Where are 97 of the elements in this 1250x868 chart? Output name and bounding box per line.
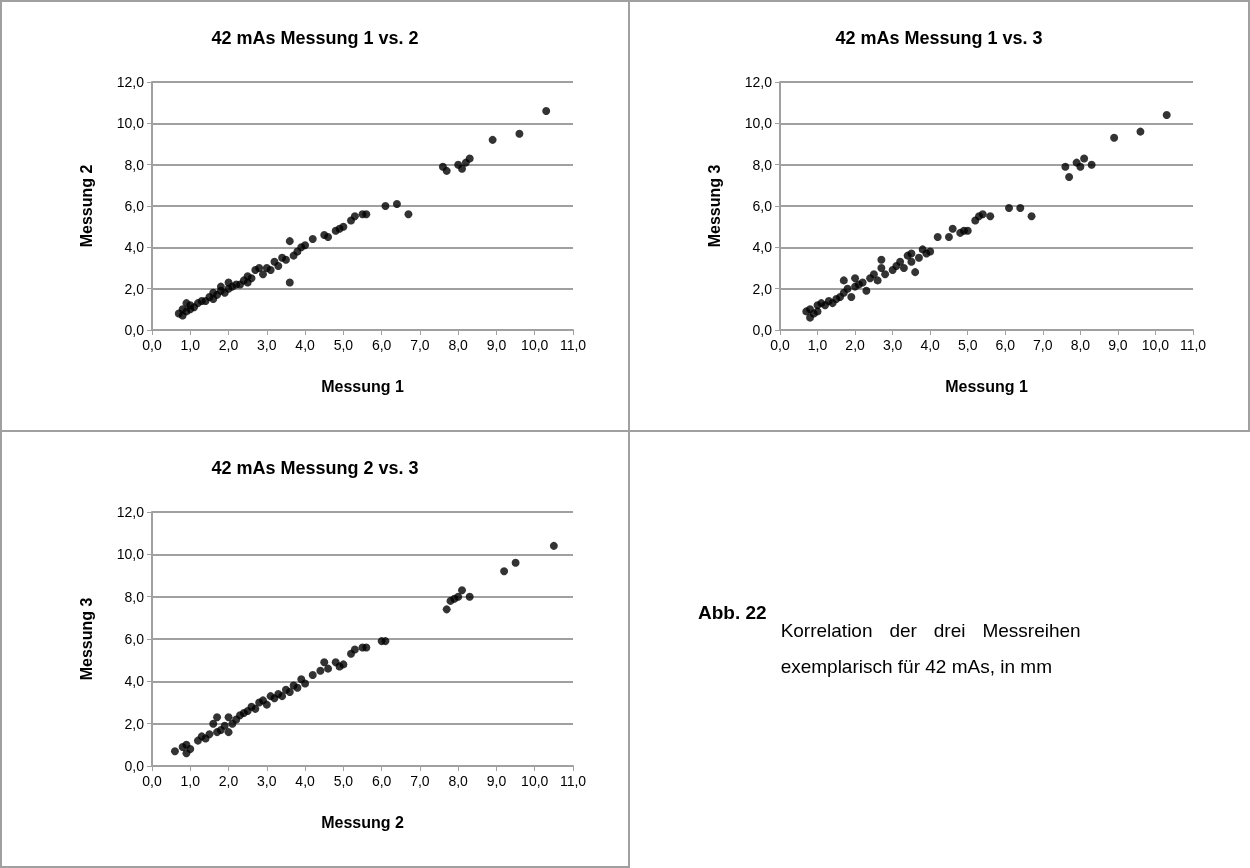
x-tick-label: 9,0 [1108, 337, 1128, 353]
point [381, 637, 390, 646]
point [205, 730, 214, 739]
point [251, 704, 260, 713]
point [278, 692, 287, 701]
x-tick-label: 10,0 [1141, 337, 1170, 353]
x-tick-label: 3,0 [257, 337, 277, 353]
y-tick-label: 4,0 [124, 239, 145, 256]
y-tick-label: 8,0 [124, 156, 145, 173]
y-tick-label: 2,0 [124, 280, 145, 297]
x-tick-label: 8,0 [1070, 337, 1091, 353]
point [213, 713, 222, 722]
y-axis-title: Messung 3 [77, 597, 95, 681]
y-tick-label: 12,0 [116, 504, 145, 520]
x-tick-label: 10,0 [521, 773, 549, 789]
point [301, 679, 310, 688]
point [465, 592, 474, 601]
x-tick-label: 10,0 [521, 337, 549, 353]
point [442, 605, 451, 614]
x-tick-label: 8,0 [448, 337, 469, 353]
x-tick-label: 5,0 [333, 337, 354, 353]
x-tick-label: 8,0 [448, 773, 469, 789]
x-tick-label: 2,0 [218, 337, 239, 353]
y-tick-label: 10,0 [744, 115, 773, 132]
y-axis-title: Messung 3 [705, 164, 723, 248]
y-tick-label: 0,0 [124, 758, 145, 774]
point [262, 700, 271, 709]
x-tick-label: 11,0 [559, 337, 587, 353]
x-axis-title: Messung 1 [945, 377, 1028, 395]
point [220, 721, 229, 730]
x-tick-label: 1,0 [180, 773, 201, 789]
x-tick-label: 7,0 [410, 773, 430, 789]
text: Korrelation der drei Messreihen exemplarisch für 42 mAs, in mm [780, 619, 1081, 679]
point [320, 658, 329, 667]
point [324, 664, 333, 673]
y-tick-label: 6,0 [752, 198, 773, 214]
x-tick-label: 0,0 [142, 337, 162, 353]
x-tick-label: 7,0 [410, 337, 430, 353]
x-tick-label: 3,0 [257, 773, 277, 789]
x-tick-label: 4,0 [920, 337, 941, 353]
x-tick-label: 0,0 [142, 773, 162, 789]
y-tick-label: 0,0 [752, 322, 773, 338]
y-tick-label: 10,0 [116, 546, 145, 563]
x-tick-label: 2,0 [218, 773, 239, 789]
x-tick-label: 1,0 [807, 337, 828, 353]
y-tick-label: 8,0 [124, 588, 145, 605]
y-tick-label: 12,0 [116, 74, 145, 90]
point [209, 719, 218, 728]
x-tick-label: 3,0 [882, 337, 903, 353]
y-tick-label: 10,0 [116, 115, 145, 132]
x-tick-label: 6,0 [995, 337, 1016, 353]
y-tick-label: 4,0 [124, 673, 145, 690]
y-tick-label: 8,0 [752, 156, 773, 173]
point [293, 683, 302, 692]
point [224, 713, 233, 722]
chart-title: 42 mAs Messung 1 vs. 3 [835, 28, 1043, 48]
x-axis-title: Messung 2 [321, 813, 404, 831]
x-tick-label: 4,0 [295, 337, 316, 353]
chart-title: 42 mAs Messung 1 vs. 2 [211, 28, 419, 48]
y-axis-title: Messung 2 [77, 164, 95, 248]
y-tick-label: 2,0 [752, 280, 773, 297]
x-tick-label: 6,0 [371, 773, 392, 789]
chart-title: 42 mAs Messung 2 vs. 3 [211, 458, 419, 478]
point [316, 666, 325, 675]
y-tick-label: 4,0 [752, 239, 773, 256]
point [224, 728, 233, 737]
point [454, 592, 463, 601]
x-tick-label: 4,0 [295, 773, 316, 789]
x-tick-label: 0,0 [770, 337, 790, 353]
caption: Abb. 22 [698, 601, 767, 625]
y-tick-label: 2,0 [124, 715, 145, 732]
point [500, 567, 509, 576]
x-axis-title: Messung 1 [321, 377, 404, 395]
point [549, 541, 558, 550]
x-tick-label: 6,0 [371, 337, 392, 353]
point [511, 558, 520, 567]
point [339, 660, 348, 669]
point [308, 670, 317, 679]
x-tick-label: 5,0 [957, 337, 978, 353]
y-tick-label: 6,0 [124, 198, 145, 214]
point [186, 745, 195, 754]
x-tick-label: 2,0 [845, 337, 866, 353]
point [362, 643, 371, 652]
point [350, 645, 359, 654]
x-tick-label: 11,0 [1179, 337, 1207, 353]
x-tick-label: 5,0 [333, 773, 354, 789]
x-tick-label: 7,0 [1033, 337, 1053, 353]
point [285, 687, 294, 696]
y-tick-label: 6,0 [124, 631, 145, 647]
y-tick-label: 0,0 [124, 322, 145, 338]
x-tick-label: 9,0 [486, 773, 507, 789]
x-tick-label: 1,0 [180, 337, 201, 353]
x-tick-label: 11,0 [559, 773, 587, 789]
y-tick-label: 12,0 [744, 74, 773, 90]
x-tick-label: 9,0 [486, 337, 507, 353]
point [458, 586, 467, 595]
point [170, 747, 179, 756]
